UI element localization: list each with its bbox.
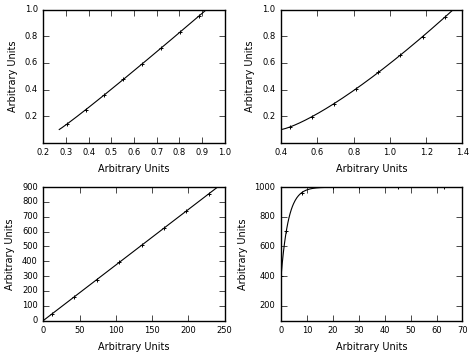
Y-axis label: Arbitrary Units: Arbitrary Units (246, 40, 255, 112)
Y-axis label: Arbitrary Units: Arbitrary Units (237, 218, 247, 290)
X-axis label: Arbitrary Units: Arbitrary Units (98, 342, 170, 352)
X-axis label: Arbitrary Units: Arbitrary Units (336, 342, 408, 352)
X-axis label: Arbitrary Units: Arbitrary Units (336, 164, 408, 174)
Y-axis label: Arbitrary Units: Arbitrary Units (8, 40, 18, 112)
X-axis label: Arbitrary Units: Arbitrary Units (98, 164, 170, 174)
Y-axis label: Arbitrary Units: Arbitrary Units (5, 218, 15, 290)
